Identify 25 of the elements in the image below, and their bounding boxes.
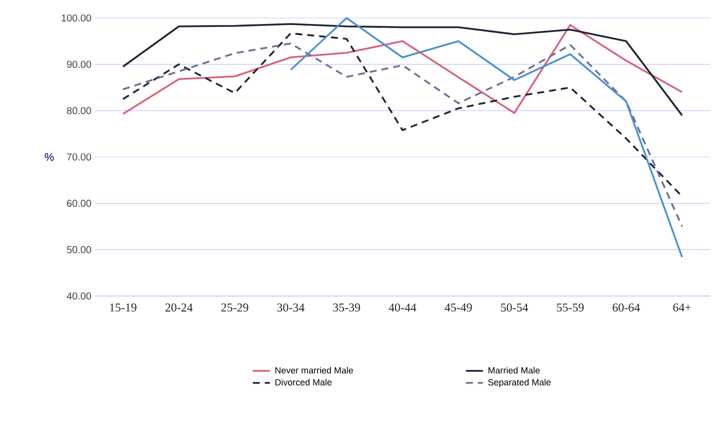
x-tick-label: 30-34 bbox=[277, 304, 304, 312]
x-tick-label: 45-49 bbox=[444, 304, 472, 312]
legend-label: Divorced Male bbox=[275, 378, 332, 386]
y-tick-label: 90.00 bbox=[67, 60, 92, 68]
x-tick-label: 20-24 bbox=[165, 304, 193, 312]
y-tick-label: 60.00 bbox=[67, 200, 92, 207]
y-tick-label: 40.00 bbox=[66, 292, 92, 300]
legend-label: Never married Male bbox=[275, 366, 354, 374]
x-tick-label: 40-44 bbox=[388, 304, 416, 312]
x-tick-label: 55-59 bbox=[556, 304, 584, 312]
line-series bbox=[122, 32, 683, 198]
x-tick-label: 50-54 bbox=[501, 304, 528, 312]
y-tick-label: 80.00 bbox=[66, 107, 92, 114]
y-tick-label: 100.00 bbox=[62, 14, 92, 22]
legend-label: Married Male bbox=[488, 366, 540, 374]
y-tick-label: 70.00 bbox=[67, 153, 92, 161]
line-series bbox=[290, 17, 683, 258]
y-tick-label: 50.00 bbox=[66, 246, 92, 254]
x-tick-label: 60-64 bbox=[612, 304, 640, 312]
x-tick-label: 35-39 bbox=[333, 304, 360, 312]
x-tick-label: 64+ bbox=[673, 304, 691, 312]
y-axis-title: % bbox=[44, 153, 54, 161]
x-tick-label: 25-29 bbox=[221, 304, 248, 312]
legend-label: Separated Male bbox=[488, 378, 551, 388]
x-tick-label: 15-19 bbox=[110, 304, 136, 312]
